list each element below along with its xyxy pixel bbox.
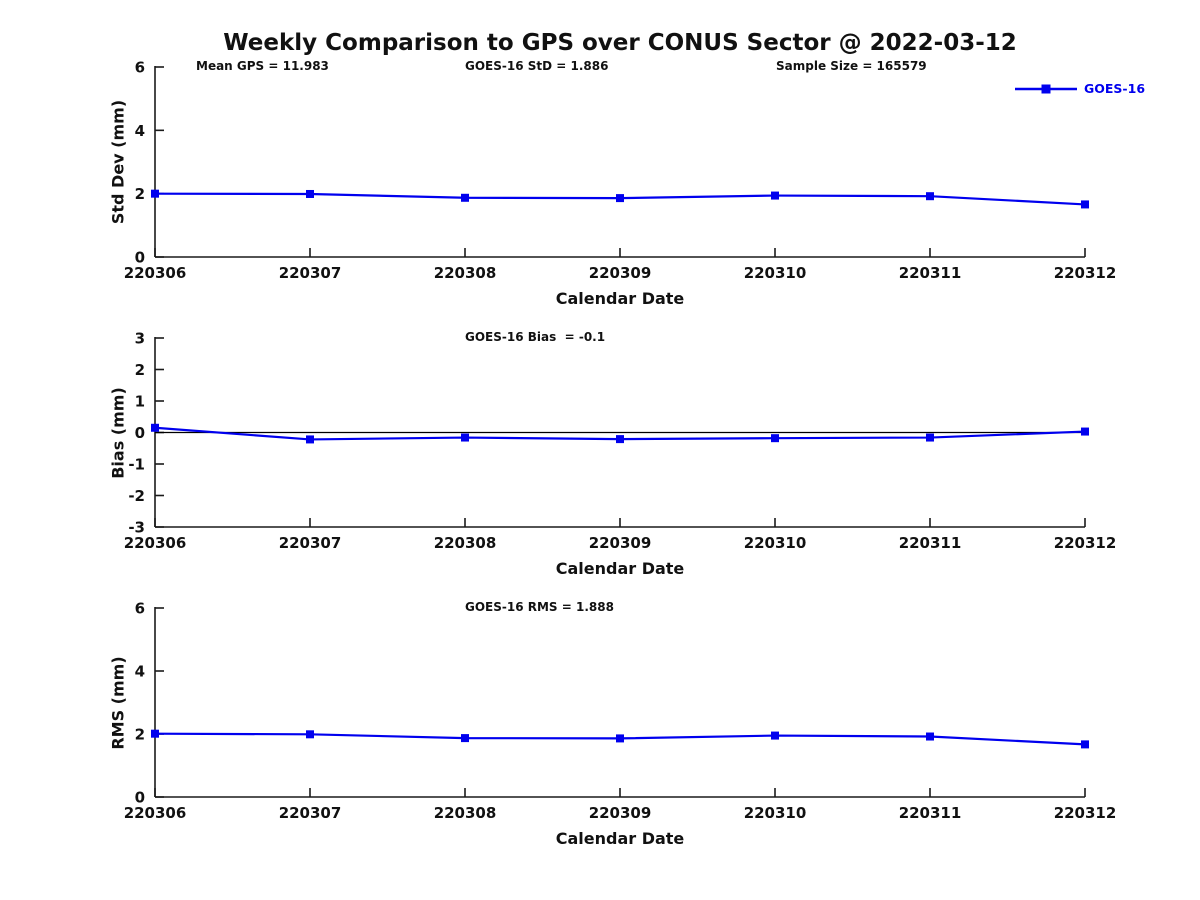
data-point-marker	[461, 734, 469, 743]
x-tick-label: 220307	[279, 804, 342, 822]
data-point-marker	[1081, 200, 1089, 209]
annotation-goes16-rms: GOES-16 RMS = 1.888	[465, 600, 614, 614]
x-tick-label: 220307	[279, 264, 342, 282]
y-tick-label: 2	[135, 361, 145, 379]
data-point-marker	[306, 189, 314, 198]
y-tick-label: 0	[135, 789, 145, 807]
x-tick-label: 220310	[744, 534, 807, 552]
data-point-marker	[616, 435, 624, 444]
data-point-marker	[616, 194, 624, 203]
x-tick-label: 220312	[1054, 534, 1117, 552]
x-tick-label: 220306	[124, 804, 187, 822]
y-tick-label: 6	[135, 600, 145, 618]
data-point-marker	[926, 732, 934, 741]
x-tick-label: 220310	[744, 264, 807, 282]
x-tick-label: 220308	[434, 804, 497, 822]
annotation-sample-size: Sample Size = 165579	[776, 59, 927, 73]
x-tick-label: 220311	[899, 264, 962, 282]
x-tick-label: 220310	[744, 804, 807, 822]
x-tick-label: 220306	[124, 534, 187, 552]
figure-title: Weekly Comparison to GPS over CONUS Sect…	[223, 30, 1017, 56]
y-tick-label: 1	[135, 393, 145, 411]
x-tick-label: 220307	[279, 534, 342, 552]
data-point-marker	[151, 729, 159, 738]
legend: GOES-16	[1015, 81, 1145, 96]
data-point-marker	[926, 192, 934, 201]
data-point-marker	[926, 433, 934, 442]
y-tick-label: 0	[135, 249, 145, 267]
data-point-marker	[1081, 427, 1089, 436]
data-point-marker	[771, 434, 779, 443]
annotation-goes16-bias: GOES-16 Bias = -0.1	[465, 330, 606, 344]
x-tick-label: 220309	[589, 264, 652, 282]
x-tick-label: 220308	[434, 534, 497, 552]
x-tick-label: 220308	[434, 264, 497, 282]
y-tick-label: -1	[128, 456, 145, 474]
y-tick-label: 4	[135, 122, 145, 140]
y-tick-label: 0	[135, 424, 145, 442]
xlabel-calendar-date-bottom: Calendar Date	[555, 829, 685, 848]
x-tick-label: 220311	[899, 804, 962, 822]
data-point-marker	[151, 423, 159, 432]
annotation-goes16-std: GOES-16 StD = 1.886	[465, 59, 609, 73]
std-dev-plot: 0 2 4 6 220306 220307 220308 220309 220310 220311…	[124, 59, 1117, 283]
data-point-marker	[461, 193, 469, 202]
x-tick-label: 220306	[124, 264, 187, 282]
annotation-mean-gps: Mean GPS = 11.983	[196, 59, 329, 73]
data-point-marker	[771, 191, 779, 200]
data-point-marker	[306, 730, 314, 739]
xlabel-calendar-date-middle: Calendar Date	[555, 559, 685, 578]
legend-label: GOES-16	[1084, 81, 1146, 96]
data-point-marker	[616, 734, 624, 743]
data-point-marker	[306, 435, 314, 444]
x-tick-label: 220312	[1054, 264, 1117, 282]
y-tick-label: -2	[128, 487, 145, 505]
y-tick-label: 2	[135, 185, 145, 203]
rms-plot: 0 2 4 6 220306 220307 220308 220309 220310 220311…	[124, 600, 1117, 823]
y-tick-label: 3	[135, 330, 145, 348]
y-tick-label: 6	[135, 59, 145, 77]
x-tick-label: 220311	[899, 534, 962, 552]
x-tick-label: 220309	[589, 804, 652, 822]
data-point-marker	[1081, 740, 1089, 749]
x-tick-label: 220312	[1054, 804, 1117, 822]
data-point-marker	[461, 433, 469, 442]
data-point-marker	[151, 189, 159, 198]
xlabel-calendar-date-top: Calendar Date	[555, 289, 685, 308]
y-tick-label: 4	[135, 663, 145, 681]
legend-line-marker-icon	[1015, 84, 1077, 93]
y-tick-label: -3	[128, 519, 145, 537]
y-tick-label: 2	[135, 726, 145, 744]
data-point-marker	[771, 731, 779, 740]
bias-plot: -3 -2 -1 0 1 2 3 220306 220307 220308 220309 220310…	[124, 330, 1117, 553]
x-tick-label: 220309	[589, 534, 652, 552]
